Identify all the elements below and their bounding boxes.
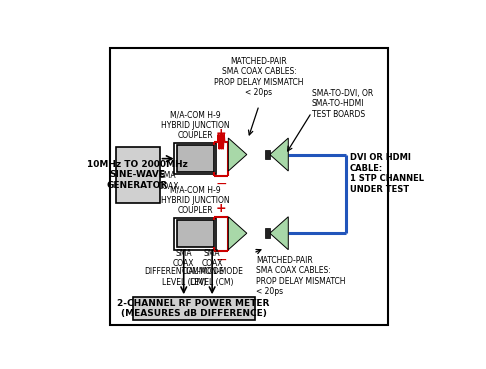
Bar bbox=[174, 143, 216, 175]
Text: −: − bbox=[215, 252, 227, 266]
Text: M/A-COM H-9
HYBRID JUNCTION
COUPLER: M/A-COM H-9 HYBRID JUNCTION COUPLER bbox=[161, 186, 229, 215]
Text: +: + bbox=[215, 202, 226, 215]
Text: MATCHED-PAIR
SMA COAX CABLES:
PROP DELAY MISMATCH
< 20ps: MATCHED-PAIR SMA COAX CABLES: PROP DELAY… bbox=[256, 256, 346, 296]
Bar bbox=[116, 146, 159, 203]
Polygon shape bbox=[228, 217, 247, 250]
Text: 10MHz TO 2000MHz
SINE-WAVE
GENERATOR: 10MHz TO 2000MHz SINE-WAVE GENERATOR bbox=[87, 160, 188, 190]
Text: 2-CHANNEL RF POWER METER
(MEASURES dB DIFFERENCE): 2-CHANNEL RF POWER METER (MEASURES dB DI… bbox=[118, 299, 270, 318]
Bar bbox=[265, 149, 270, 159]
Bar bbox=[133, 297, 255, 320]
Bar bbox=[176, 220, 213, 248]
Text: M/A-COM H-9
HYBRID JUNCTION
COUPLER: M/A-COM H-9 HYBRID JUNCTION COUPLER bbox=[161, 110, 229, 140]
Bar bbox=[174, 218, 216, 250]
Text: −: − bbox=[215, 177, 227, 191]
Text: COMMON-MODE
LEVEL (CM): COMMON-MODE LEVEL (CM) bbox=[181, 267, 243, 287]
Polygon shape bbox=[270, 138, 288, 171]
Text: SMA-TO-DVI, OR
SMA-TO-HDMI
TEST BOARDS: SMA-TO-DVI, OR SMA-TO-HDMI TEST BOARDS bbox=[312, 89, 373, 119]
Text: DVI OR HDMI
CABLE:
1 STP CHANNEL
UNDER TEST: DVI OR HDMI CABLE: 1 STP CHANNEL UNDER T… bbox=[350, 154, 424, 194]
Text: DIFFERENTIAL-MODE
LEVEL (DM): DIFFERENTIAL-MODE LEVEL (DM) bbox=[144, 267, 224, 287]
Polygon shape bbox=[270, 217, 288, 250]
Text: SMA
COAX: SMA COAX bbox=[157, 172, 179, 191]
Text: SMA
COAX: SMA COAX bbox=[201, 249, 223, 268]
Text: +: + bbox=[215, 127, 226, 140]
Polygon shape bbox=[228, 138, 247, 171]
Text: SMA
COAX: SMA COAX bbox=[173, 249, 194, 268]
Text: MATCHED-PAIR
SMA COAX CABLES:
PROP DELAY MISMATCH
< 20ps: MATCHED-PAIR SMA COAX CABLES: PROP DELAY… bbox=[214, 57, 304, 97]
Bar bbox=[176, 145, 213, 172]
Bar bbox=[265, 228, 270, 238]
